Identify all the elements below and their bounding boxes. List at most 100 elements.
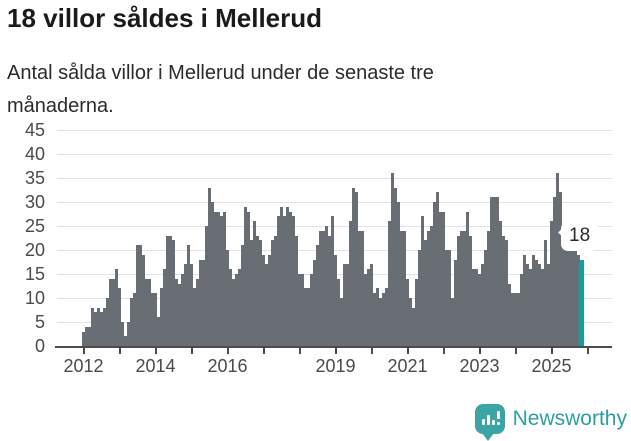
- page-title: 18 villor såldes i Mellerud: [7, 3, 323, 33]
- x-axis-tick: [262, 348, 265, 354]
- highlight-bar: [579, 259, 584, 346]
- bar: [88, 326, 91, 346]
- bar: [139, 245, 142, 346]
- bar: [346, 264, 349, 346]
- gridline: [57, 177, 612, 179]
- bar: [274, 235, 277, 346]
- bar: [265, 264, 268, 346]
- bar: [319, 230, 322, 346]
- bar: [511, 293, 514, 346]
- bar: [283, 216, 286, 346]
- bar: [193, 288, 196, 346]
- x-axis-label: 2019: [315, 356, 356, 376]
- bar: [559, 192, 562, 346]
- bar: [505, 240, 508, 346]
- bar: [247, 211, 250, 346]
- bar: [124, 336, 127, 346]
- bar: [232, 278, 235, 346]
- bar: [325, 226, 328, 346]
- y-axis-label: 15: [24, 264, 45, 284]
- bar: [526, 264, 529, 346]
- x-axis-label: 2025: [531, 356, 572, 376]
- bar: [541, 269, 544, 346]
- bar: [97, 307, 100, 346]
- x-axis-label: 2014: [135, 356, 176, 376]
- bar: [313, 259, 316, 346]
- x-axis-tick: [442, 348, 445, 354]
- bar: [376, 288, 379, 346]
- bar: [310, 274, 313, 346]
- bar: [130, 298, 133, 346]
- bar: [91, 307, 94, 346]
- bar: [421, 216, 424, 346]
- bar: [457, 235, 460, 346]
- bar: [82, 331, 85, 346]
- bar: [190, 264, 193, 346]
- bar: [568, 235, 571, 346]
- bar: [199, 259, 202, 346]
- bar: [379, 298, 382, 346]
- bar: [154, 293, 157, 346]
- bar: [418, 250, 421, 346]
- bar: [121, 322, 124, 346]
- bar: [424, 240, 427, 346]
- y-axis-label: 40: [24, 144, 45, 164]
- bar: [148, 278, 151, 346]
- bar: [547, 264, 550, 346]
- bar: [85, 326, 88, 346]
- newsworthy-speech-bubble-chart-icon: [474, 404, 505, 441]
- bar: [358, 230, 361, 346]
- bar: [178, 283, 181, 346]
- bar: [565, 226, 568, 346]
- bar: [529, 269, 532, 346]
- bar: [118, 288, 121, 346]
- gridline: [57, 129, 612, 131]
- bar: [490, 197, 493, 346]
- bar: [523, 254, 526, 346]
- newsworthy-logo[interactable]: Newsworthy: [474, 404, 627, 441]
- bar: [235, 274, 238, 346]
- x-axis-label: 2012: [63, 356, 104, 376]
- bar: [409, 298, 412, 346]
- bar: [538, 264, 541, 346]
- bar: [103, 307, 106, 346]
- bar: [364, 274, 367, 346]
- x-axis-tick: [82, 348, 85, 354]
- bar: [442, 211, 445, 346]
- bar: [466, 211, 469, 346]
- y-axis-label: 0: [34, 336, 45, 356]
- bar: [448, 250, 451, 346]
- bar: [439, 211, 442, 346]
- bar: [184, 264, 187, 346]
- bar: [223, 211, 226, 346]
- bar: [445, 250, 448, 346]
- bar: [502, 235, 505, 346]
- bar: [214, 211, 217, 346]
- chart-subtitle: Antal sålda villor i Mellerud under de s…: [7, 62, 434, 117]
- bar: [145, 278, 148, 346]
- bar: [211, 202, 214, 346]
- bar: [133, 293, 136, 346]
- bar: [181, 274, 184, 346]
- bar: [250, 240, 253, 346]
- x-axis-tick: [226, 348, 229, 354]
- bar: [343, 264, 346, 346]
- bar: [301, 274, 304, 346]
- bar: [106, 298, 109, 346]
- bar: [370, 264, 373, 346]
- bar: [256, 235, 259, 346]
- bar: [478, 274, 481, 346]
- bar: [361, 230, 364, 346]
- x-axis-tick: [118, 348, 121, 354]
- bar: [499, 221, 502, 346]
- x-axis-line: [55, 346, 612, 348]
- bar: [292, 216, 295, 346]
- gridline: [57, 249, 612, 251]
- value-callout: 18: [563, 224, 597, 249]
- bar: [412, 307, 415, 346]
- bar: [340, 298, 343, 346]
- bar: [433, 202, 436, 346]
- bar: [202, 259, 205, 346]
- bar: [259, 240, 262, 346]
